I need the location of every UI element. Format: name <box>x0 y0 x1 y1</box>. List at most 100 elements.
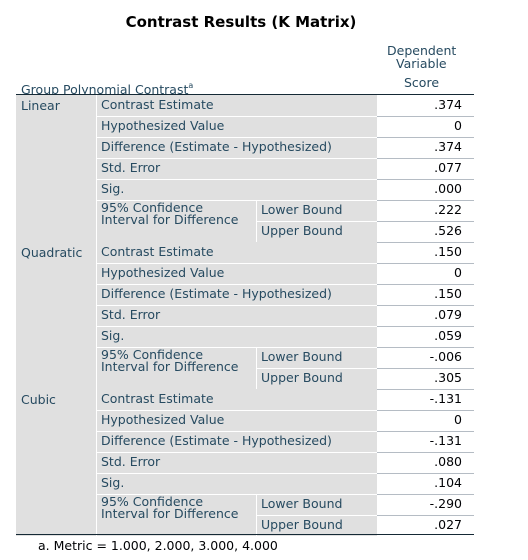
value-divider <box>377 221 474 222</box>
row-label: Difference (Estimate - Hypothesized) <box>101 286 332 301</box>
row-divider <box>96 116 377 117</box>
value-cell: .080 <box>434 454 462 469</box>
row-divider <box>96 200 377 201</box>
lower-bound-label: Lower Bound <box>261 349 343 364</box>
row-divider <box>96 263 377 264</box>
value-divider <box>377 326 474 327</box>
value-divider <box>377 431 474 432</box>
header-score: Score <box>404 75 440 90</box>
row-divider <box>96 494 377 495</box>
table-title: Contrast Results (K Matrix) <box>125 13 357 31</box>
group-name: Cubic <box>21 392 56 407</box>
row-label: Std. Error <box>101 160 161 175</box>
row-divider <box>96 410 377 411</box>
value-cell: 0 <box>454 265 462 280</box>
value-divider <box>377 284 474 285</box>
value-divider <box>377 368 474 369</box>
ci-label-line1: 95% Confidence <box>101 494 204 509</box>
row-label: Hypothesized Value <box>101 118 225 133</box>
value-divider <box>377 200 474 201</box>
row-divider <box>96 452 377 453</box>
lower-bound-label: Lower Bound <box>261 202 343 217</box>
group-background <box>16 95 377 242</box>
row-divider <box>256 515 377 516</box>
group-name: Quadratic <box>21 245 83 260</box>
value-divider <box>377 158 474 159</box>
value-cell: 0 <box>454 412 462 427</box>
value-cell: .222 <box>434 202 462 217</box>
header-footnote-marker: a <box>188 81 194 90</box>
row-divider <box>96 431 377 432</box>
value-cell: .526 <box>434 223 462 238</box>
value-cell: -.290 <box>429 496 462 511</box>
row-divider <box>96 137 377 138</box>
group-background <box>16 242 377 389</box>
row-label: Sig. <box>101 328 125 343</box>
value-cell: .077 <box>434 160 462 175</box>
value-divider <box>377 116 474 117</box>
bottom-rule <box>16 534 474 535</box>
ci-label-line1: 95% Confidence <box>101 200 204 215</box>
row-label: Contrast Estimate <box>101 97 214 112</box>
value-cell: .059 <box>434 328 462 343</box>
column-divider <box>96 389 97 536</box>
header-variable: Variable <box>396 56 447 71</box>
row-divider <box>96 179 377 180</box>
value-divider <box>377 305 474 306</box>
row-label: Contrast Estimate <box>101 244 214 259</box>
row-divider <box>96 473 377 474</box>
value-divider <box>377 347 474 348</box>
row-divider <box>96 326 377 327</box>
value-cell: .374 <box>434 139 462 154</box>
value-cell: -.006 <box>429 349 462 364</box>
ci-label-line2: Interval for Difference <box>101 359 239 374</box>
value-cell: .000 <box>434 181 462 196</box>
column-divider <box>96 95 97 242</box>
footnote: a. Metric = 1.000, 2.000, 3.000, 4.000 <box>38 538 278 553</box>
row-label: Difference (Estimate - Hypothesized) <box>101 139 332 154</box>
value-cell: .374 <box>434 97 462 112</box>
header-dependent: Dependent <box>387 43 457 58</box>
row-label: Hypothesized Value <box>101 265 225 280</box>
header-rule <box>16 94 474 95</box>
upper-bound-label: Upper Bound <box>261 517 343 532</box>
header-row-label-text: Group Polynomial Contrast <box>21 82 189 97</box>
row-divider <box>256 221 377 222</box>
ci-label-line2: Interval for Difference <box>101 506 239 521</box>
value-divider <box>377 137 474 138</box>
value-divider <box>377 263 474 264</box>
value-cell: .079 <box>434 307 462 322</box>
ci-label-line1: 95% Confidence <box>101 347 204 362</box>
value-divider <box>377 515 474 516</box>
row-label: Sig. <box>101 181 125 196</box>
group-background <box>16 389 377 536</box>
row-label: Contrast Estimate <box>101 391 214 406</box>
upper-bound-label: Upper Bound <box>261 223 343 238</box>
row-divider <box>256 368 377 369</box>
value-divider <box>377 410 474 411</box>
row-divider <box>96 347 377 348</box>
value-divider <box>377 242 474 243</box>
row-divider <box>96 305 377 306</box>
value-cell: .104 <box>434 475 462 490</box>
group-name: Linear <box>21 98 60 113</box>
value-divider <box>377 452 474 453</box>
ci-label-line2: Interval for Difference <box>101 212 239 227</box>
value-cell: .150 <box>434 286 462 301</box>
row-label: Std. Error <box>101 307 161 322</box>
row-label: Hypothesized Value <box>101 412 225 427</box>
header-row-label: Group Polynomial Contrasta <box>21 79 193 97</box>
row-divider <box>96 284 377 285</box>
value-cell: -.131 <box>429 391 462 406</box>
value-cell: .150 <box>434 244 462 259</box>
value-divider <box>377 494 474 495</box>
value-cell: -.131 <box>429 433 462 448</box>
row-label: Difference (Estimate - Hypothesized) <box>101 433 332 448</box>
value-divider <box>377 179 474 180</box>
value-cell: 0 <box>454 118 462 133</box>
column-divider <box>96 242 97 389</box>
value-divider <box>377 473 474 474</box>
row-label: Sig. <box>101 475 125 490</box>
row-divider <box>96 158 377 159</box>
value-divider <box>377 389 474 390</box>
